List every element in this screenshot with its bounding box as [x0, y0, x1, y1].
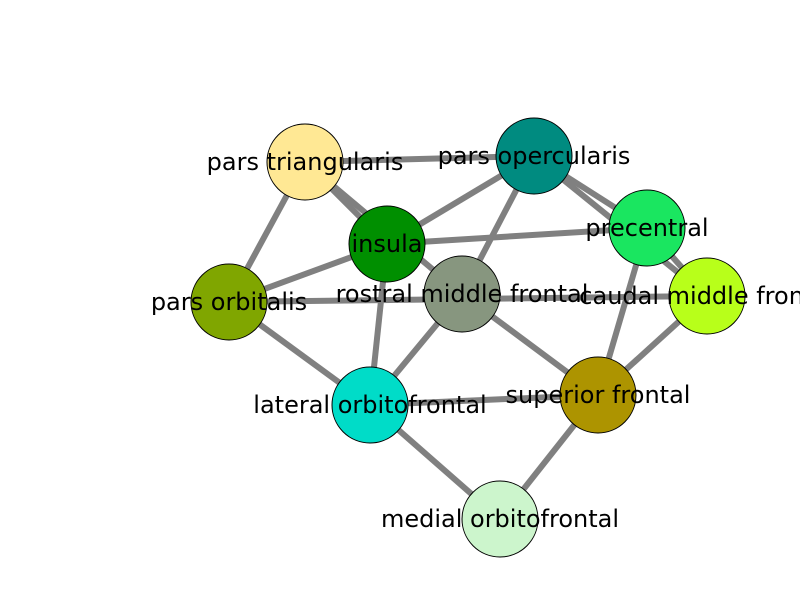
node-pars-opercularis	[495, 117, 573, 195]
node-pars-orbitalis	[190, 263, 268, 341]
node-label-precentral: precentral	[585, 214, 708, 242]
node-lateral-orbitofrontal	[331, 366, 409, 444]
node-label-caudal-middle-frontal: caudal middle frontal	[579, 282, 800, 310]
node-label-medial-orbitofrontal: medial orbitofrontal	[381, 505, 619, 533]
node-label-insula: insula	[352, 230, 423, 258]
node-rostral-middle-frontal	[423, 255, 501, 333]
node-medial-orbitofrontal	[461, 480, 539, 558]
node-precentral	[608, 189, 686, 267]
node-pars-triangularis	[266, 123, 344, 201]
node-label-lateral-orbitofrontal: lateral orbitofrontal	[253, 391, 486, 419]
node-label-pars-opercularis: pars opercularis	[438, 142, 631, 170]
nodes-layer	[190, 117, 746, 558]
node-label-pars-triangularis: pars triangularis	[207, 148, 404, 176]
edge-insula-to-precentral	[386, 225, 648, 247]
labels-layer: pars triangularis pars opercularis insula p…	[151, 142, 800, 533]
node-caudal-middle-frontal	[668, 257, 746, 335]
node-label-superior-frontal: superior frontal	[506, 381, 691, 409]
node-label-pars-orbitalis: pars orbitalis	[151, 288, 307, 316]
node-insula	[348, 205, 426, 283]
node-superior-frontal	[559, 356, 637, 434]
node-label-rostral-middle-frontal: rostral middle frontal	[336, 280, 589, 308]
